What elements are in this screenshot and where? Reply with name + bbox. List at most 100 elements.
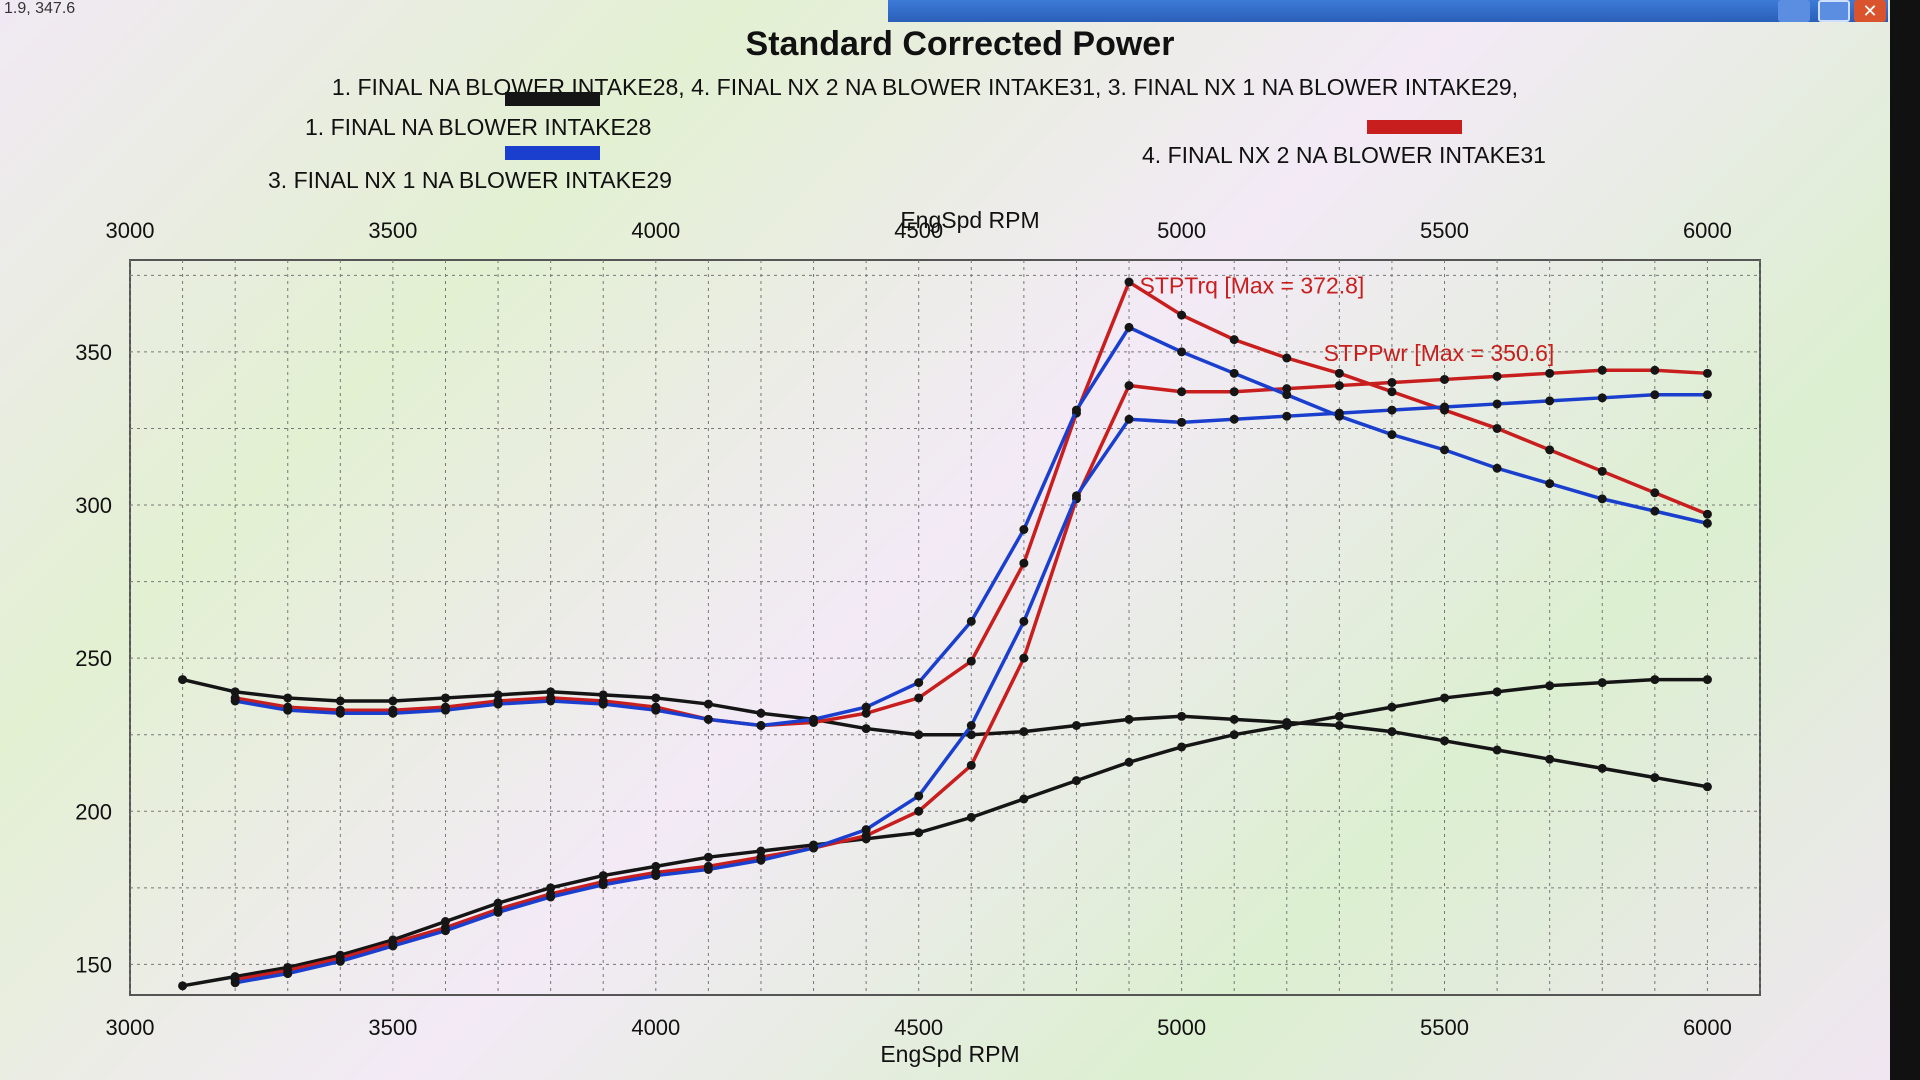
data-point (178, 675, 188, 685)
data-point (1229, 335, 1239, 345)
x-tick-label-top: 6000 (1683, 218, 1732, 243)
data-point (703, 852, 713, 862)
data-point (914, 693, 924, 703)
data-point (1492, 399, 1502, 409)
data-point (1545, 445, 1555, 455)
data-point (1650, 675, 1660, 685)
data-point (861, 825, 871, 835)
data-point (230, 696, 240, 706)
x-tick-label-top: 5000 (1157, 218, 1206, 243)
legend-swatch (1367, 120, 1462, 134)
data-point (1177, 742, 1187, 752)
data-point (1702, 509, 1712, 519)
data-point (493, 907, 503, 917)
data-point (1124, 414, 1134, 424)
maximize-button[interactable] (1818, 0, 1850, 22)
series-line-torque (182, 677, 1708, 789)
data-point (1177, 417, 1187, 427)
legend-label: 4. FINAL NX 2 NA BLOWER INTAKE31 (1142, 142, 1546, 168)
data-point (1702, 518, 1712, 528)
data-point (1019, 558, 1029, 568)
data-point (283, 693, 293, 703)
x-tick-label-top: 4500 (894, 218, 943, 243)
data-point (651, 693, 661, 703)
data-point (914, 791, 924, 801)
x-tick-label-bottom: 4000 (631, 1015, 680, 1040)
data-point (651, 871, 661, 881)
data-point (1492, 687, 1502, 697)
data-point (1702, 390, 1712, 400)
data-point (1650, 365, 1660, 375)
x-axis-label-top: EngSpd RPM (900, 207, 1039, 233)
data-point (1650, 773, 1660, 783)
y-tick-label: 250 (75, 646, 112, 671)
data-point (1597, 365, 1607, 375)
minimize-button[interactable] (1778, 0, 1810, 22)
data-point (1440, 736, 1450, 746)
x-tick-label-top: 3500 (368, 218, 417, 243)
data-point (756, 721, 766, 730)
data-point (1177, 347, 1187, 357)
data-point (1545, 479, 1555, 489)
data-point (1124, 322, 1134, 332)
data-point (1334, 721, 1344, 730)
coordinate-readout: 1.9, 347.6 (4, 0, 76, 17)
data-point (756, 708, 766, 718)
data-point (1177, 310, 1187, 320)
chart-title: Standard Corrected Power (746, 25, 1175, 63)
data-point (1545, 396, 1555, 406)
data-point (1071, 405, 1081, 415)
data-point (1019, 616, 1029, 626)
data-point (1124, 277, 1134, 287)
data-point (1282, 390, 1292, 400)
data-point (546, 892, 556, 902)
data-point (1019, 794, 1029, 804)
data-point (809, 714, 819, 724)
data-point (966, 812, 976, 822)
data-point (1387, 387, 1397, 397)
data-point (1071, 491, 1081, 501)
data-point (1229, 387, 1239, 397)
x-tick-label-top: 3000 (106, 218, 155, 243)
data-point (493, 699, 503, 709)
data-point (335, 708, 345, 718)
data-point (1650, 390, 1660, 400)
data-point (1387, 378, 1397, 387)
data-point (1492, 745, 1502, 755)
data-point (1019, 525, 1029, 534)
plot-frame (129, 259, 1761, 996)
x-tick-label-top: 4000 (631, 218, 680, 243)
y-tick-label: 300 (75, 493, 112, 518)
data-point (1440, 445, 1450, 455)
data-point (546, 696, 556, 706)
data-point (1334, 368, 1344, 378)
close-button[interactable]: ✕ (1854, 0, 1886, 22)
annotation-label: STPPwr [Max = 350.6] (1324, 340, 1555, 366)
data-point (283, 969, 293, 979)
data-point (1492, 463, 1502, 473)
data-point (861, 724, 871, 734)
data-point (388, 708, 398, 718)
data-point (1282, 411, 1292, 421)
data-point (388, 941, 398, 951)
x-tick-label-top: 5500 (1420, 218, 1469, 243)
data-point (1597, 393, 1607, 403)
data-point (1177, 387, 1187, 397)
data-point (914, 678, 924, 688)
x-tick-label-bottom: 5000 (1157, 1015, 1206, 1040)
data-point (1492, 371, 1502, 381)
data-point (440, 926, 450, 936)
data-point (1650, 488, 1660, 498)
data-point (1282, 353, 1292, 363)
data-point (1545, 754, 1555, 764)
data-point (388, 696, 398, 706)
data-point (966, 721, 976, 730)
data-point (1334, 711, 1344, 721)
data-point (1282, 721, 1292, 730)
data-point (1229, 730, 1239, 740)
data-point (1702, 782, 1712, 792)
data-point (335, 696, 345, 706)
x-tick-label-bottom: 5500 (1420, 1015, 1469, 1040)
